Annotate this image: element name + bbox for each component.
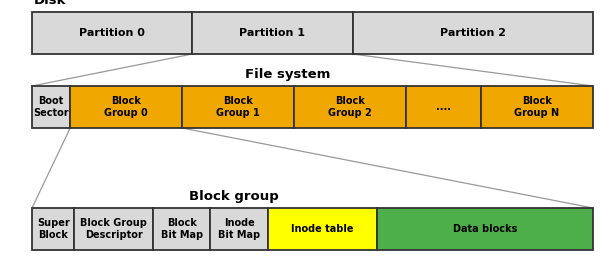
Text: Partition 2: Partition 2 bbox=[440, 28, 506, 38]
Text: Partition 1: Partition 1 bbox=[240, 28, 305, 38]
Text: Block Group
Descriptor: Block Group Descriptor bbox=[80, 218, 147, 240]
Bar bbox=[70, 86, 182, 128]
Bar bbox=[32, 208, 74, 250]
Bar bbox=[377, 208, 593, 250]
Bar bbox=[481, 86, 593, 128]
Bar bbox=[268, 208, 377, 250]
Bar bbox=[353, 12, 593, 54]
Text: Inode
Bit Map: Inode Bit Map bbox=[218, 218, 260, 240]
Text: Inode table: Inode table bbox=[291, 224, 354, 234]
Text: ....: .... bbox=[436, 102, 451, 112]
Text: Boot
Sector: Boot Sector bbox=[33, 96, 69, 118]
Bar bbox=[153, 208, 210, 250]
Text: Block
Group 0: Block Group 0 bbox=[105, 96, 148, 118]
Text: Block
Group 1: Block Group 1 bbox=[216, 96, 260, 118]
Bar bbox=[210, 208, 268, 250]
Bar bbox=[32, 86, 70, 128]
Bar bbox=[406, 86, 481, 128]
Text: Disk: Disk bbox=[34, 0, 66, 7]
Bar bbox=[294, 86, 406, 128]
Bar bbox=[32, 12, 192, 54]
Text: File system: File system bbox=[245, 68, 331, 81]
Text: Block group: Block group bbox=[189, 190, 279, 203]
Bar bbox=[192, 12, 353, 54]
Text: Block
Bit Map: Block Bit Map bbox=[161, 218, 202, 240]
Text: Super
Block: Super Block bbox=[37, 218, 69, 240]
Text: Partition 0: Partition 0 bbox=[79, 28, 145, 38]
Text: Block
Group 2: Block Group 2 bbox=[328, 96, 372, 118]
Bar bbox=[182, 86, 294, 128]
Text: Block
Group N: Block Group N bbox=[514, 96, 559, 118]
Bar bbox=[74, 208, 153, 250]
Text: Data blocks: Data blocks bbox=[453, 224, 517, 234]
